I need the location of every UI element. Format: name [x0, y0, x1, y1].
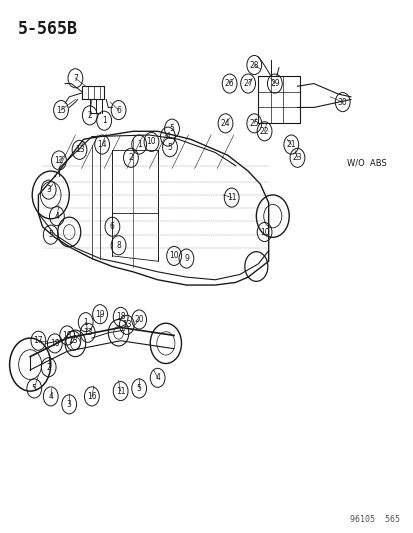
Text: 11: 11: [116, 386, 125, 395]
Text: 15: 15: [56, 106, 66, 115]
Text: 10: 10: [259, 228, 269, 237]
Text: 4: 4: [55, 212, 59, 221]
Text: 13: 13: [83, 328, 93, 337]
Text: 11: 11: [226, 193, 236, 202]
Text: 16: 16: [87, 392, 97, 401]
Text: 12: 12: [54, 156, 64, 165]
Text: 1: 1: [136, 140, 141, 149]
Text: 26: 26: [224, 79, 234, 88]
Text: 18: 18: [50, 339, 59, 348]
Text: 5: 5: [48, 230, 53, 239]
Text: 7: 7: [73, 74, 78, 83]
Text: 9: 9: [183, 254, 188, 263]
Text: 3: 3: [46, 185, 51, 194]
Text: 5: 5: [169, 124, 174, 133]
Text: 27: 27: [243, 79, 252, 88]
Text: 21: 21: [286, 140, 295, 149]
Text: 24: 24: [220, 119, 230, 128]
Text: 19: 19: [95, 310, 104, 319]
Text: 25: 25: [249, 119, 259, 128]
Text: 20: 20: [134, 315, 144, 324]
Text: 13: 13: [122, 320, 131, 329]
Text: 30: 30: [337, 98, 347, 107]
Text: 4: 4: [165, 132, 170, 141]
Text: 23: 23: [292, 154, 301, 163]
Text: 13: 13: [69, 336, 78, 345]
Text: 18: 18: [116, 312, 125, 321]
Text: 10: 10: [169, 252, 178, 261]
Text: 1: 1: [102, 116, 106, 125]
Text: 28: 28: [249, 61, 259, 69]
Text: 6: 6: [116, 106, 121, 115]
Text: 8: 8: [116, 241, 121, 250]
Text: 29: 29: [269, 79, 279, 88]
Text: W/O  ABS: W/O ABS: [346, 159, 386, 167]
Text: 3: 3: [66, 400, 71, 409]
Text: 5: 5: [136, 384, 141, 393]
Text: 17: 17: [33, 336, 43, 345]
Text: 22: 22: [259, 127, 269, 136]
Text: 2: 2: [46, 363, 51, 372]
Text: 2: 2: [128, 154, 133, 163]
Text: 4: 4: [48, 392, 53, 401]
Text: 96105  565: 96105 565: [349, 515, 399, 523]
Text: 5-565B: 5-565B: [18, 20, 78, 38]
Text: 4: 4: [155, 373, 160, 382]
Text: 5: 5: [167, 143, 172, 152]
Text: 14: 14: [97, 140, 107, 149]
Text: 6: 6: [110, 222, 114, 231]
Text: 13: 13: [74, 146, 84, 155]
Text: 10: 10: [146, 138, 156, 147]
Text: 1: 1: [83, 318, 88, 327]
Text: 18: 18: [62, 331, 72, 340]
Text: 5: 5: [32, 384, 37, 393]
Text: 2: 2: [87, 111, 92, 120]
